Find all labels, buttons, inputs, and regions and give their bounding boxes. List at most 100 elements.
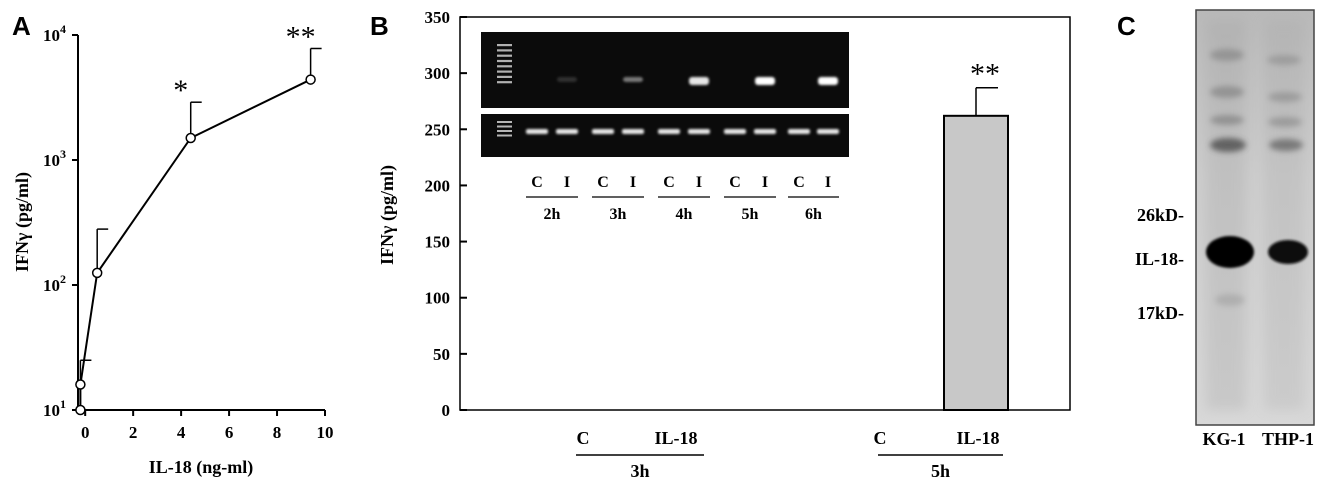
data-point: [75, 404, 86, 416]
ladder-band: [497, 134, 512, 137]
panel-b-y-axis-title: IFNγ (pg/ml): [377, 165, 398, 265]
gel-band-top: [818, 77, 838, 85]
blot-lane-thp1-smear: [1264, 20, 1304, 410]
y-tick-label: 104: [43, 22, 66, 45]
category-label: IL-18: [654, 428, 697, 448]
ladder-band: [497, 75, 512, 78]
gel-lane-label: I: [762, 174, 768, 191]
gel-band-bottom: [658, 129, 680, 134]
y-tick-label: 150: [425, 233, 451, 252]
gel-band-bottom: [622, 129, 644, 134]
panel-a-x-axis-title: IL-18 (ng-ml): [149, 457, 254, 478]
ladder-band: [497, 70, 512, 73]
y-tick-label: 101: [43, 397, 66, 420]
gel-time-label: 4h: [676, 206, 693, 223]
blot-band: [1210, 115, 1244, 125]
x-tick-label: 2: [129, 423, 138, 442]
ladder-band: [497, 59, 512, 63]
gel-time-label: 3h: [610, 206, 627, 223]
gel-band-top: [557, 77, 577, 82]
blot-band: [1210, 49, 1244, 61]
gel-top-panel: [481, 32, 849, 108]
panel-c-letter: C: [1117, 11, 1136, 41]
blot-band: [1215, 294, 1245, 306]
gel-band-top: [623, 77, 643, 82]
gel-band-top: [689, 77, 709, 85]
gel-time-label: 5h: [742, 206, 759, 223]
x-tick-label: 0: [81, 423, 90, 442]
gel-time-label: 6h: [805, 206, 822, 223]
data-point: [75, 379, 86, 390]
series-line: [79, 78, 312, 410]
gel-band-bottom: [556, 129, 578, 134]
gel-band-bottom: [592, 129, 614, 134]
group-label: 5h: [931, 461, 950, 481]
panel-b-frame: [459, 16, 1071, 411]
gel-lane-label: C: [729, 174, 741, 191]
gel-band-bottom: [526, 129, 548, 134]
gel-time-label: 2h: [544, 206, 561, 223]
category-label: C: [874, 428, 887, 448]
group-label: 3h: [630, 461, 649, 481]
y-tick-label: 103: [43, 147, 66, 170]
gel-lane-label: I: [696, 174, 702, 191]
western-blot-bands: [1206, 20, 1308, 410]
gel-lane-label: C: [663, 174, 675, 191]
ladder-band: [497, 54, 512, 57]
gel-band-bottom: [754, 129, 776, 134]
blot-band: [1210, 86, 1244, 98]
ladder-band: [497, 81, 512, 84]
data-point: [185, 132, 196, 144]
panel-b-letter: B: [370, 11, 389, 41]
gel-lane-label: I: [825, 174, 831, 191]
data-point: [305, 74, 316, 85]
y-tick-label: 0: [442, 401, 451, 420]
blot-band: [1268, 117, 1302, 127]
gel-lane-label: C: [531, 174, 543, 191]
y-tick-label: 102: [43, 272, 66, 295]
data-point: [91, 267, 103, 279]
y-tick-label: 250: [425, 120, 451, 139]
blot-band-il18-kg1: [1206, 236, 1254, 268]
gel-band-bottom: [817, 129, 839, 134]
x-tick-label: 8: [273, 423, 282, 442]
x-tick-label: 10: [317, 423, 334, 442]
category-label: C: [577, 428, 590, 448]
gel-lane-label: C: [793, 174, 805, 191]
significance-marker: *: [173, 74, 188, 107]
y-tick-label: 300: [425, 64, 451, 83]
panel-a-letter: A: [12, 11, 31, 41]
blot-band: [1267, 55, 1301, 65]
blot-band-il18-thp1: [1268, 240, 1308, 264]
gel-ladder: [497, 44, 512, 137]
y-tick-label: 350: [425, 8, 451, 27]
ladder-band: [497, 44, 512, 47]
ladder-band: [497, 49, 512, 52]
panel-b-bars: **: [943, 58, 1009, 411]
panel-a-y-ticks: 101 102 103 104: [43, 22, 78, 420]
blot-band: [1268, 92, 1302, 102]
gel-band-bottom: [724, 129, 746, 134]
y-tick-label: 200: [425, 176, 451, 195]
gel-lane-labels: C I C I C I C I C I2h 3h 4h 5h 6h: [526, 174, 839, 223]
marker-26kd: 26kD-: [1137, 205, 1184, 225]
gel-band-bottom: [688, 129, 710, 134]
y-tick-label: 50: [433, 345, 450, 364]
gel-band-bottom: [788, 129, 810, 134]
ladder-band: [497, 125, 512, 128]
panel-a-y-axis-title: IFNγ (pg/ml): [12, 172, 33, 272]
y-tick-label: 100: [425, 289, 451, 308]
marker-17kd: 17kD-: [1137, 303, 1184, 323]
blot-band: [1269, 139, 1303, 151]
gel-bands: [526, 77, 839, 134]
gel-bottom-panel: [481, 114, 849, 157]
gel-lane-label: I: [564, 174, 570, 191]
gel-lane-label: I: [630, 174, 636, 191]
ladder-band: [497, 65, 512, 68]
blot-lane-kg1-smear: [1206, 20, 1246, 410]
ladder-band: [497, 121, 512, 123]
